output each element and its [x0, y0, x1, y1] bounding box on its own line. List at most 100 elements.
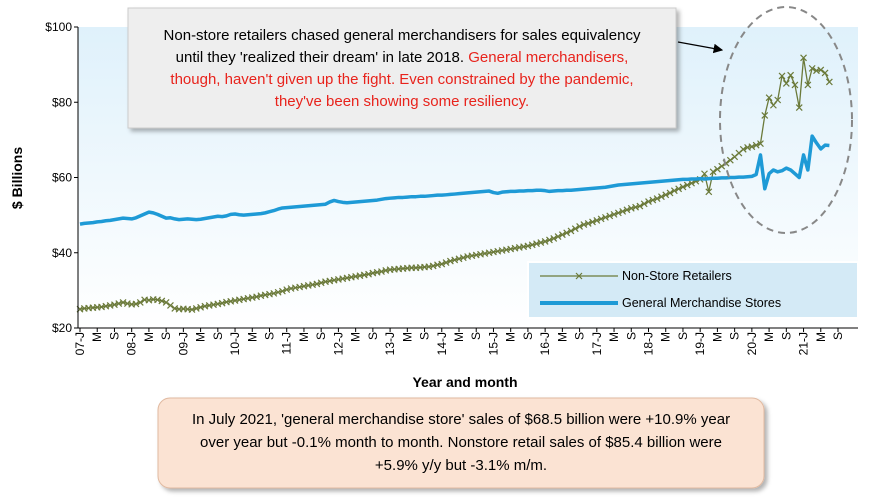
marker	[808, 64, 816, 72]
x-tick-label: 13-J	[383, 332, 397, 355]
marker	[554, 233, 562, 240]
annotation-text: General merchandisers,	[468, 49, 628, 66]
annotation-text: until they 'realized their dream' in lat…	[176, 49, 464, 66]
x-tick-label: S	[211, 332, 225, 340]
x-tick-label: M	[555, 332, 569, 342]
x-tick-label: M	[762, 332, 776, 342]
marker	[636, 202, 644, 210]
x-tick-label: 14-J	[435, 332, 449, 355]
x-tick-label: 17-J	[590, 332, 604, 355]
legend-box	[527, 261, 859, 319]
marker	[726, 156, 734, 164]
x-tick-label: M	[90, 332, 104, 342]
x-tick-label: S	[831, 332, 845, 340]
x-tick-label: M	[504, 332, 518, 342]
x-tick-label: M	[400, 332, 414, 342]
x-tick-label: S	[159, 332, 173, 340]
annotation-arrow	[677, 41, 724, 54]
y-tick-label: $40	[52, 246, 72, 260]
note-box	[157, 397, 765, 489]
marker	[550, 235, 558, 242]
marker	[278, 287, 286, 295]
marker	[752, 141, 760, 149]
marker	[817, 66, 825, 74]
x-tick-label: M	[452, 332, 466, 342]
marker	[584, 219, 592, 227]
marker	[666, 189, 674, 197]
marker	[778, 72, 786, 80]
marker	[136, 298, 144, 306]
x-tick-label: 15-J	[486, 332, 500, 355]
marker	[546, 236, 553, 244]
marker	[675, 185, 683, 193]
x-tick-label: 07-J	[73, 332, 87, 355]
annotation: Non-store retailers chased general merch…	[127, 7, 724, 129]
marker	[757, 140, 764, 148]
note-line: In July 2021, 'general merchandise store…	[192, 411, 730, 428]
x-tick-label: 12-J	[331, 332, 345, 355]
x-tick-label: M	[349, 332, 363, 342]
marker	[653, 195, 661, 202]
x-tick-label: S	[418, 332, 432, 340]
marker	[787, 71, 795, 79]
x-tick-label: M	[607, 332, 621, 342]
legend-label: Non-Store Retailers	[622, 269, 732, 283]
note-line: over year but -0.1% month to month. Nons…	[200, 434, 722, 451]
marker	[442, 259, 450, 266]
marker	[709, 168, 717, 176]
x-tick-label: 21-J	[797, 332, 811, 355]
marker	[769, 101, 777, 109]
x-tick-label: S	[624, 332, 638, 340]
x-tick-label: 10-J	[228, 332, 242, 355]
marker	[782, 80, 790, 87]
annotation-line: they've been showing some resiliency.	[275, 93, 529, 110]
marker	[558, 231, 566, 239]
x-tick-label: S	[366, 332, 380, 340]
y-tick-label: $100	[45, 20, 72, 34]
marker	[765, 94, 773, 102]
marker	[705, 188, 713, 196]
x-tick-label: 09-J	[176, 332, 190, 355]
marker	[679, 183, 687, 191]
x-tick-label: M	[245, 332, 259, 342]
marker	[567, 227, 575, 235]
marker	[670, 187, 678, 195]
marker	[597, 215, 605, 223]
annotation-line: Non-store retailers chased general merch…	[164, 27, 641, 44]
marker	[589, 218, 596, 226]
x-tick-label: S	[521, 332, 535, 340]
x-tick-label: S	[728, 332, 742, 340]
marker	[162, 298, 170, 306]
marker	[606, 212, 614, 220]
y-tick-label: $80	[52, 95, 72, 109]
marker	[158, 297, 166, 305]
plot	[76, 54, 833, 313]
marker	[774, 96, 782, 104]
marker	[791, 81, 799, 89]
legend: Non-Store Retailers General Merchandise S…	[527, 261, 859, 319]
marker	[804, 81, 812, 89]
marker	[761, 111, 769, 119]
y-tick-label: $60	[52, 171, 72, 185]
marker	[571, 225, 579, 233]
marker	[576, 222, 584, 230]
x-tick-label: M	[710, 332, 724, 342]
marker	[739, 145, 747, 153]
x-tick-label: M	[297, 332, 311, 342]
marker	[748, 143, 756, 151]
x-tick-label: 16-J	[538, 332, 552, 355]
marker	[701, 170, 708, 178]
x-tick-label: M	[814, 332, 828, 342]
marker	[657, 193, 665, 201]
marker	[662, 191, 670, 199]
marker	[610, 210, 618, 218]
marker	[623, 206, 631, 214]
x-tick-label: 20-J	[745, 332, 759, 355]
x-tick-label: M	[659, 332, 673, 342]
x-tick-label: S	[469, 332, 483, 340]
annotation-line: until they 'realized their dream' in lat…	[176, 49, 629, 66]
marker	[821, 69, 829, 77]
marker	[614, 209, 622, 217]
marker	[438, 260, 446, 268]
marker	[649, 196, 657, 204]
